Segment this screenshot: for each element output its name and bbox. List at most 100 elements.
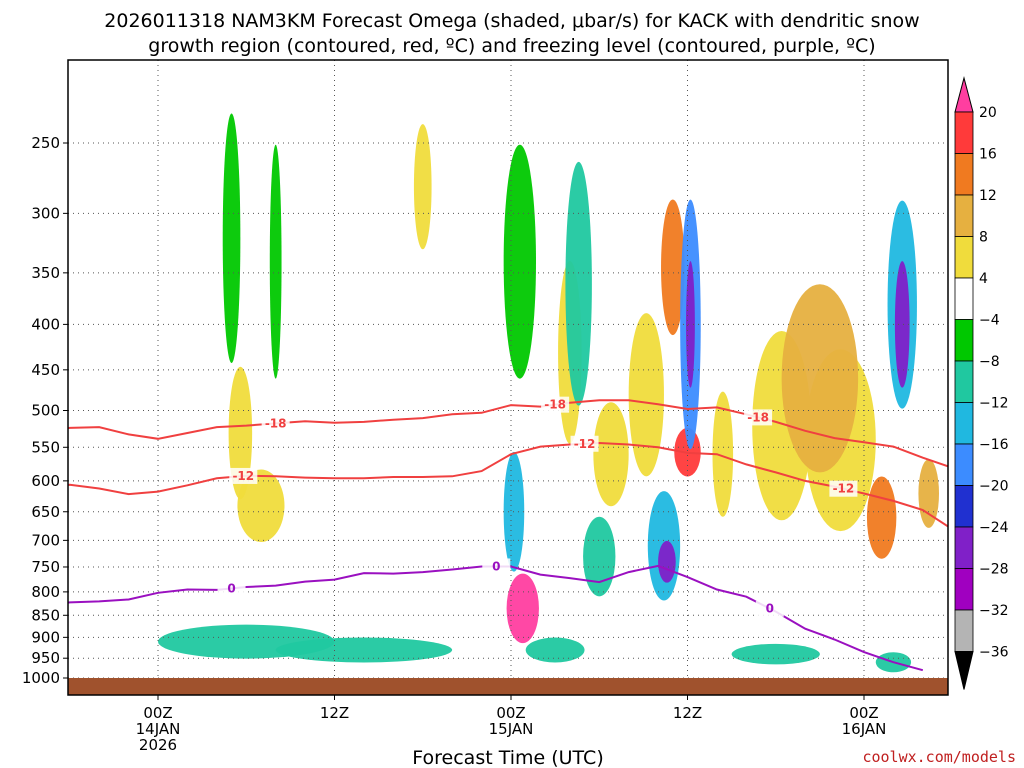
x-tick-label-0-line1: 00Z	[143, 704, 172, 722]
omega-cell-9	[781, 284, 859, 473]
contour-label-freezing-1: 0	[492, 559, 500, 573]
x-tick-label-3-line1: 12Z	[673, 704, 702, 722]
x-tick-label-2-line1: 00Z	[496, 704, 525, 722]
omega-cell-10	[503, 144, 537, 379]
contour-label-dgz_cold-2: -18	[747, 410, 769, 424]
colorbar-label-5: −4	[979, 313, 1000, 329]
omega-cell-28	[506, 573, 539, 644]
y-tick-label-600: 600	[31, 472, 60, 490]
y-tick-label-250: 250	[31, 134, 60, 152]
contour-dgz_cold	[68, 399, 948, 468]
omega-cell-2	[628, 313, 664, 477]
colorbar-label-7: −12	[979, 396, 1009, 412]
colorbar-swatch-10	[954, 485, 974, 528]
colorbar-swatch-11	[954, 526, 974, 569]
x-tick-label-0-line2: 14JAN	[136, 720, 181, 738]
contour-label-bg-freezing-1	[482, 558, 511, 575]
x-tick-label-4-line2: 16JAN	[842, 720, 887, 738]
colorbar-label-3: 8	[979, 230, 988, 246]
contour-label-dgz_cold-1: -18	[544, 398, 566, 412]
contour-label-dgz_warm-1: -12	[574, 437, 596, 451]
contour-label-dgz_warm-0: -12	[232, 469, 254, 483]
colorbar-label-10: −24	[979, 520, 1009, 536]
omega-cell-29	[686, 261, 695, 388]
omega-cell-4	[228, 366, 253, 500]
colorbar-swatch-7	[954, 360, 974, 403]
omega-cell-5	[413, 124, 432, 250]
chart-title-line1: 2026011318 NAM3KM Forecast Omega (shaded…	[104, 10, 919, 32]
omega-cell-30	[658, 540, 676, 583]
contour-label-freezing-2: 0	[766, 602, 774, 616]
omega-cell-16	[525, 637, 585, 663]
colorbar-bottom-arrow	[954, 651, 974, 690]
colorbar-label-9: −20	[979, 479, 1009, 495]
x-tick-label-2-line2: 15JAN	[489, 720, 534, 738]
contour-label-bg-freezing-0	[217, 580, 246, 597]
omega-cell-20	[275, 637, 453, 663]
contour-label-bg-dgz_warm-1	[570, 435, 599, 452]
colorbar-swatch-3	[954, 194, 974, 237]
omega-cell-31	[894, 261, 910, 388]
colorbar-swatch-2	[954, 153, 974, 196]
colorbar-swatch-12	[954, 568, 974, 611]
omega-cell-3	[237, 469, 285, 543]
contour-label-dgz_cold-0: -18	[265, 416, 287, 430]
y-tick-label-850: 850	[31, 606, 60, 624]
colorbar-swatch-5	[954, 277, 974, 320]
colorbar-label-0: 20	[979, 105, 997, 121]
colorbar-label-6: −8	[979, 354, 1000, 370]
y-tick-label-350: 350	[31, 264, 60, 282]
y-tick-label-550: 550	[31, 438, 60, 456]
y-tick-label-750: 750	[31, 558, 60, 576]
y-tick-label-650: 650	[31, 503, 60, 521]
colorbar-swatch-13	[954, 609, 974, 652]
x-axis-label: Forecast Time (UTC)	[412, 747, 603, 768]
omega-cell-14	[565, 161, 592, 406]
omega-cell-8	[712, 391, 734, 517]
omega-cell-15	[583, 516, 616, 597]
colorbar-label-1: 16	[979, 147, 997, 163]
y-tick-label-450: 450	[31, 361, 60, 379]
y-tick-label-800: 800	[31, 583, 60, 601]
contour-label-dgz_warm-2: -12	[833, 482, 855, 496]
colorbar-swatch-8	[954, 402, 974, 445]
omega-cell-17	[731, 643, 820, 665]
colorbar-label-13: −36	[979, 645, 1009, 661]
y-tick-label-500: 500	[31, 402, 60, 420]
contour-label-bg-dgz_cold-1	[541, 396, 570, 413]
contour-label-bg-dgz_warm-0	[229, 467, 258, 484]
x-tick-label-1-line1: 12Z	[320, 704, 349, 722]
ground-terrain	[68, 678, 948, 695]
omega-shading-layer	[158, 113, 940, 673]
omega-cell-11	[222, 113, 241, 364]
colorbar-swatch-1	[954, 111, 974, 154]
plot-frame	[67, 59, 949, 696]
colorbar: 20 16 12 8 4 −4 −8 −12 −16 −20 −24 −28 −32 −36	[954, 76, 1009, 690]
colorbar-label-12: −32	[979, 603, 1009, 619]
y-tick-label-1000: 1000	[22, 669, 60, 687]
contour-label-bg-dgz_cold-0	[261, 415, 290, 432]
colorbar-swatch-4	[954, 236, 974, 279]
colorbar-swatch-6	[954, 319, 974, 362]
chart-title-line2: growth region (contoured, red, ºC) and f…	[148, 35, 875, 57]
colorbar-label-11: −28	[979, 562, 1009, 578]
y-axis-ticks: 250 300 350 400 450 500 550 600 650 700 750 800 850 9…	[22, 134, 68, 687]
contour-label-bg-freezing-2	[755, 600, 784, 617]
colorbar-label-2: 12	[979, 188, 997, 204]
contour-label-bg-dgz_warm-2	[829, 480, 858, 497]
colorbar-label-8: −16	[979, 437, 1009, 453]
omega-cell-22	[661, 199, 685, 336]
y-tick-label-300: 300	[31, 204, 60, 222]
y-tick-label-700: 700	[31, 531, 60, 549]
contour-layer: -18 -18 -18 -12 -12 -12 0 0 0	[68, 396, 948, 672]
colorbar-top-arrow	[954, 76, 974, 113]
contour-label-bg-dgz_cold-2	[744, 409, 773, 426]
contour-label-freezing-0: 0	[227, 581, 235, 595]
omega-cell-12	[269, 144, 282, 379]
contour-dgz_warm	[68, 441, 948, 528]
y-tick-label-900: 900	[31, 628, 60, 646]
credit-text: coolwx.com/models	[862, 748, 1016, 766]
y-tick-label-400: 400	[31, 315, 60, 333]
